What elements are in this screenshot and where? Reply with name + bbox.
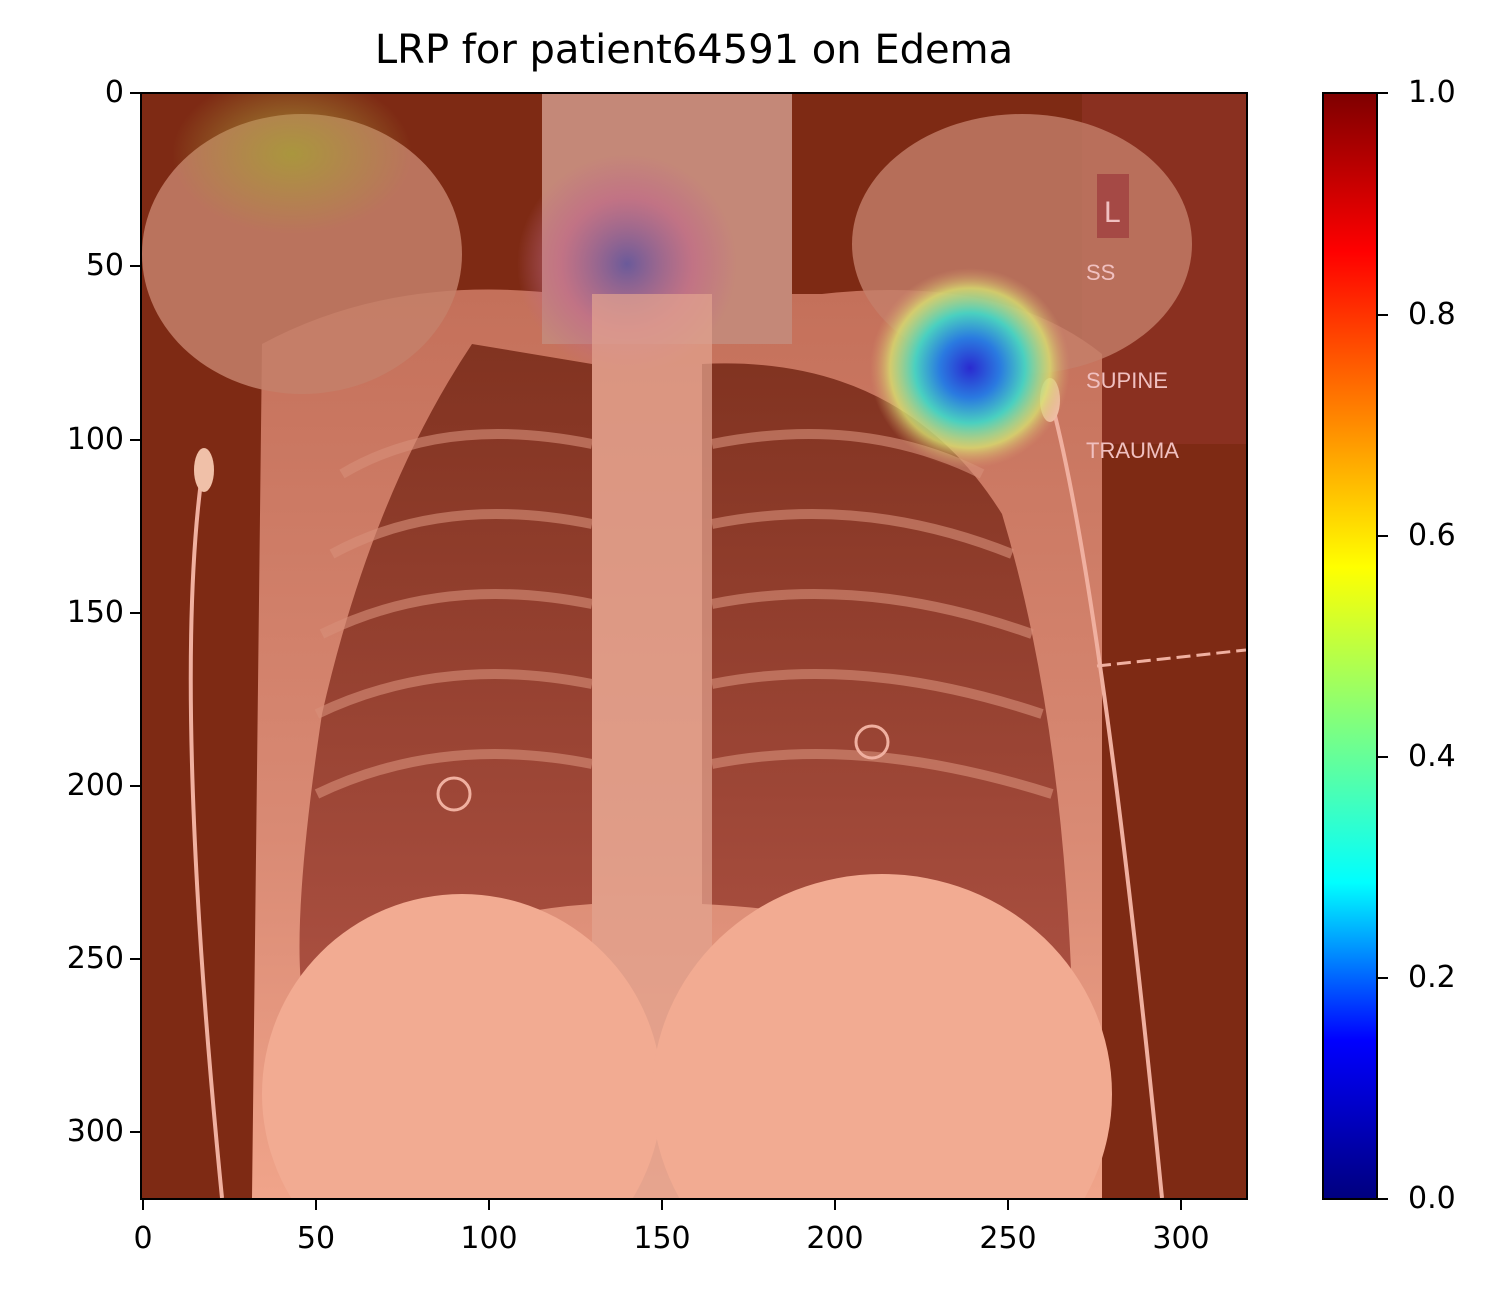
colorbar-tick-mark bbox=[1378, 535, 1388, 537]
x-tick-mark bbox=[1180, 1200, 1182, 1210]
x-tick-label: 300 bbox=[1141, 1222, 1221, 1256]
y-tick-label: 100 bbox=[20, 423, 124, 457]
marker-ss-label: SS bbox=[1086, 260, 1115, 285]
marker-trauma-label: TRAUMA bbox=[1086, 438, 1179, 463]
y-tick-label: 150 bbox=[20, 596, 124, 630]
y-tick-mark bbox=[130, 265, 140, 267]
colorbar-tick-label: 0.6 bbox=[1408, 519, 1456, 553]
y-tick-label: 0 bbox=[84, 76, 124, 110]
x-tick-mark bbox=[142, 1200, 144, 1210]
y-tick-mark bbox=[130, 612, 140, 614]
y-tick-mark bbox=[130, 92, 140, 94]
x-tick-label: 250 bbox=[968, 1222, 1048, 1256]
colorbar-tick-mark bbox=[1378, 756, 1388, 758]
colorbar-tick-label: 1.0 bbox=[1408, 76, 1456, 110]
x-tick-mark bbox=[1007, 1200, 1009, 1210]
colorbar-tick-mark bbox=[1378, 1198, 1388, 1200]
colorbar-tick-label: 0.0 bbox=[1408, 1182, 1456, 1216]
marker-supine-label: SUPINE bbox=[1086, 368, 1168, 393]
colorbar-tick-mark bbox=[1378, 977, 1388, 979]
x-tick-label: 50 bbox=[276, 1222, 356, 1256]
y-tick-label: 300 bbox=[20, 1115, 124, 1149]
marker-l-label: L bbox=[1104, 196, 1121, 229]
colorbar-tick-label: 0.2 bbox=[1408, 961, 1456, 995]
colorbar-tick-label: 0.4 bbox=[1408, 740, 1456, 774]
x-tick-label: 150 bbox=[622, 1222, 702, 1256]
colorbar-tick-mark bbox=[1378, 314, 1388, 316]
y-tick-label: 250 bbox=[20, 942, 124, 976]
x-tick-mark bbox=[315, 1200, 317, 1210]
x-tick-label: 100 bbox=[449, 1222, 529, 1256]
y-tick-mark bbox=[130, 439, 140, 441]
x-tick-mark bbox=[661, 1200, 663, 1210]
y-tick-mark bbox=[130, 785, 140, 787]
y-tick-label: 200 bbox=[20, 769, 124, 803]
x-tick-label: 200 bbox=[795, 1222, 875, 1256]
y-tick-mark bbox=[130, 1131, 140, 1133]
colorbar-tick-mark bbox=[1378, 92, 1388, 94]
chart-title: LRP for patient64591 on Edema bbox=[140, 26, 1248, 74]
xray-heatmap-image: L SS SUPINE TRAUMA bbox=[140, 92, 1248, 1200]
y-tick-label: 50 bbox=[40, 249, 124, 283]
y-tick-mark bbox=[130, 958, 140, 960]
colorbar-tick-label: 0.8 bbox=[1408, 298, 1456, 332]
x-tick-mark bbox=[834, 1200, 836, 1210]
x-tick-label: 0 bbox=[103, 1222, 183, 1256]
colorbar-gradient bbox=[1322, 92, 1378, 1200]
x-tick-mark bbox=[488, 1200, 490, 1210]
